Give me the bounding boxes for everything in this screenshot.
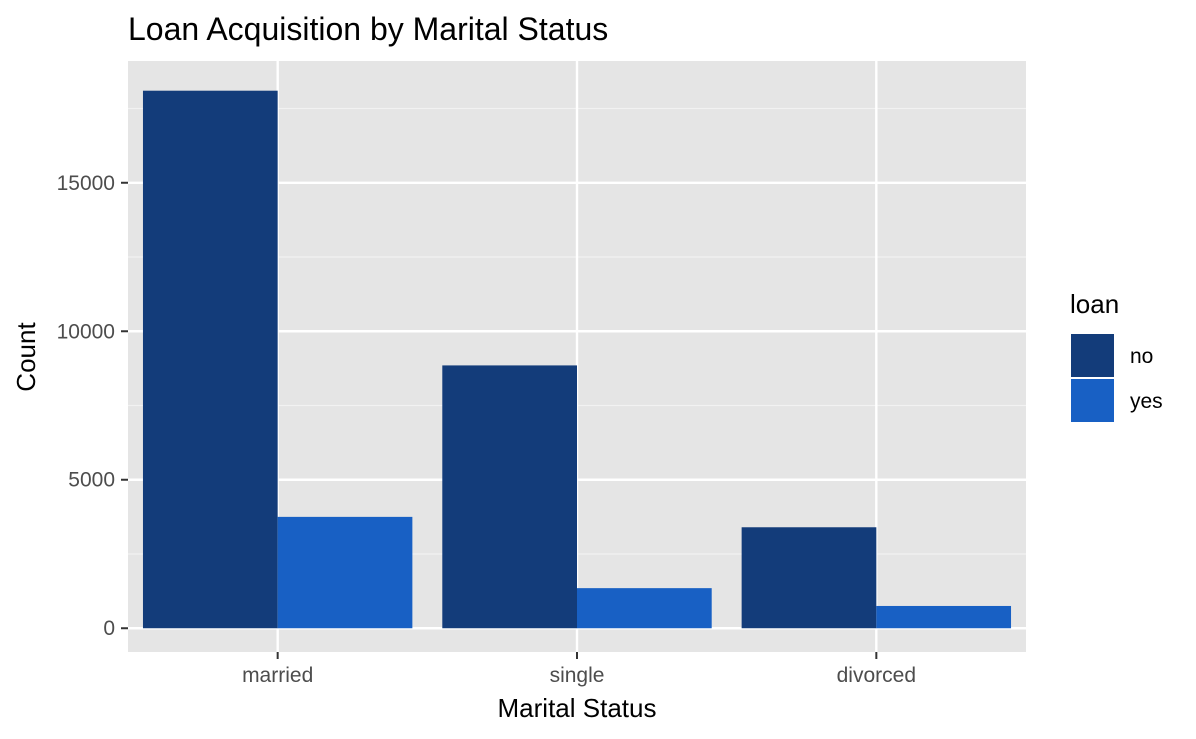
x-axis-title: Marital Status [498,693,657,723]
bar-no-single [442,365,577,629]
bar-no-married [142,90,278,629]
y-tick-label: 0 [103,617,115,640]
x-tick-label: married [242,664,313,687]
y-axis: 0 5000 10000 15000 [57,172,128,640]
y-tick-label: 15000 [57,172,115,195]
x-axis: married single divorced [242,652,916,687]
y-tick-label: 10000 [57,320,115,343]
bar-yes-divorced [876,605,1012,629]
legend-key-yes [1071,379,1114,422]
x-tick-label: single [550,664,605,687]
legend-key-no [1071,334,1114,377]
bar-no-divorced [741,527,877,629]
bars [142,90,1012,629]
legend: loan no yes [1070,289,1163,422]
legend-title: loan [1070,289,1119,319]
chart-title: Loan Acquisition by Marital Status [128,11,608,47]
y-tick-label: 5000 [68,469,115,492]
legend-label-yes: yes [1130,390,1163,413]
legend-label-no: no [1130,345,1153,368]
y-axis-title: Count [11,322,41,392]
x-tick-label: divorced [837,664,916,687]
bar-yes-single [577,588,712,629]
bar-yes-married [277,516,413,629]
